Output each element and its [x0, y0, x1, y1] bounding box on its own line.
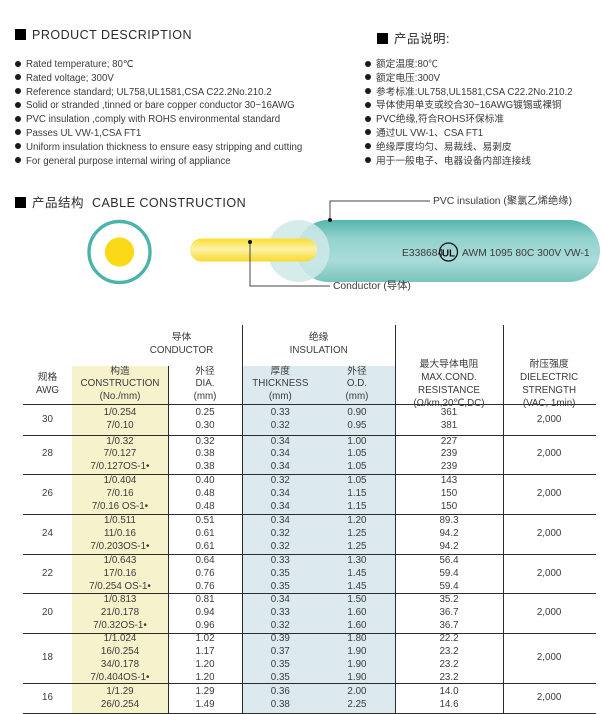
svg-text:PVC insulation (聚氯乙烯绝缘): PVC insulation (聚氯乙烯绝缘)	[433, 194, 572, 207]
svg-text:Conductor (导体): Conductor (导体)	[333, 280, 411, 292]
